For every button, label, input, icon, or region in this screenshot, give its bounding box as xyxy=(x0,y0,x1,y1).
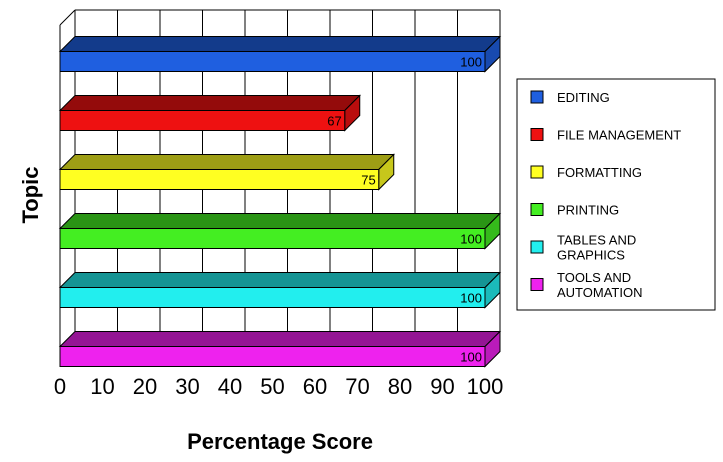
legend-item: FORMATTING xyxy=(530,165,642,180)
bar-front-face xyxy=(59,346,486,367)
y-axis-title: Topic xyxy=(18,166,43,223)
x-tick-label: 30 xyxy=(175,374,199,399)
bar-value-label: 100 xyxy=(460,232,482,247)
bar-value-label: 100 xyxy=(460,291,482,306)
legend-box xyxy=(516,78,716,311)
x-tick-label: 50 xyxy=(260,374,284,399)
x-tick-label: 80 xyxy=(388,374,412,399)
left-wall-top-edge xyxy=(59,9,76,26)
x-tick-label: 0 xyxy=(54,374,66,399)
legend-swatch xyxy=(530,128,544,141)
legend-label: PRINTING xyxy=(557,203,619,218)
bar-front-face xyxy=(59,110,346,131)
bar-front-face xyxy=(59,51,486,72)
bars xyxy=(58,35,502,368)
x-axis-tick-labels: 0 10 20 30 40 50 60 70 80 90 100 xyxy=(54,374,503,399)
bar-value-label: 100 xyxy=(460,55,482,70)
x-tick-label: 90 xyxy=(430,374,454,399)
legend-label: GRAPHICS xyxy=(557,248,625,263)
bar-tools-and-automation xyxy=(58,330,502,368)
bar-printing xyxy=(58,212,502,250)
legend-label: FORMATTING xyxy=(557,165,642,180)
x-tick-label: 70 xyxy=(345,374,369,399)
bar-file-management xyxy=(58,94,361,132)
x-tick-label: 20 xyxy=(133,374,157,399)
bar-front-face xyxy=(59,228,486,249)
bar-value-label: 100 xyxy=(460,350,482,365)
legend: EDITING FILE MANAGEMENT FORMATTING PRINTING… xyxy=(516,78,716,311)
bar-top-face xyxy=(58,36,502,52)
x-tick-label: 100 xyxy=(467,374,504,399)
x-tick-label: 60 xyxy=(303,374,327,399)
bar-front-face xyxy=(59,169,380,190)
bar-value-label: 67 xyxy=(327,114,341,129)
bar-value-label: 75 xyxy=(361,173,375,188)
bar-front-face xyxy=(59,287,486,308)
legend-swatch xyxy=(530,165,544,179)
legend-swatch xyxy=(530,278,544,291)
x-axis-title: Percentage Score xyxy=(187,429,373,454)
legend-label: TABLES AND xyxy=(557,233,636,248)
legend-item: PRINTING xyxy=(530,203,619,218)
legend-label: EDITING xyxy=(557,90,610,105)
x-tick-label: 10 xyxy=(90,374,114,399)
legend-item: EDITING xyxy=(530,90,610,105)
bar-formatting xyxy=(58,153,395,191)
value-labels: 100 67 75 100 100 100 xyxy=(327,55,482,365)
bar-top-face xyxy=(58,213,502,229)
legend-label: AUTOMATION xyxy=(557,285,642,300)
legend-item: FILE MANAGEMENT xyxy=(530,128,681,143)
legend-label: TOOLS AND xyxy=(557,270,631,285)
bar-top-face xyxy=(58,331,502,347)
x-tick-label: 40 xyxy=(218,374,242,399)
legend-swatch xyxy=(530,90,544,104)
bar-top-face xyxy=(58,272,502,288)
bar-editing xyxy=(58,35,502,73)
bar-tables-and-graphics xyxy=(58,271,502,309)
legend-swatch xyxy=(530,203,544,216)
legend-label: FILE MANAGEMENT xyxy=(557,128,681,143)
bar-top-face xyxy=(58,95,361,111)
legend-swatch xyxy=(530,240,544,254)
bar-top-face xyxy=(58,154,395,170)
